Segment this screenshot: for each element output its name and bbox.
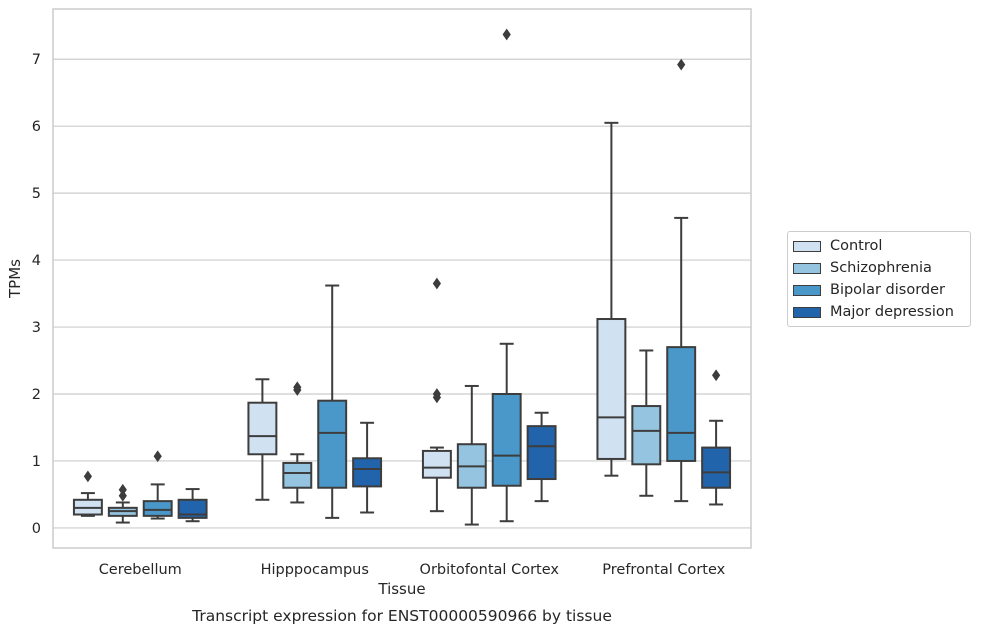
outlier-point bbox=[83, 470, 93, 483]
x-tick-label: Cerebellum bbox=[99, 562, 182, 578]
outlier-point bbox=[677, 58, 686, 71]
outlier-point bbox=[118, 483, 127, 496]
box bbox=[247, 401, 278, 456]
y-tick-label: 3 bbox=[32, 320, 41, 336]
box bbox=[631, 405, 662, 466]
legend-swatch-control bbox=[793, 240, 821, 252]
outlier-point bbox=[432, 388, 442, 400]
box bbox=[421, 449, 452, 479]
legend-swatch-schizophrenia bbox=[793, 262, 821, 274]
y-tick-label: 4 bbox=[32, 253, 41, 269]
plot-frame bbox=[52, 8, 752, 549]
box bbox=[526, 425, 557, 481]
legend-swatch-major-depression bbox=[793, 306, 821, 318]
outlier-point bbox=[118, 489, 127, 502]
outlier-point bbox=[711, 369, 721, 382]
legend-swatch-bipolar-disorder bbox=[793, 284, 821, 296]
legend-label-major-depression: Major depression bbox=[830, 304, 954, 320]
box bbox=[282, 461, 313, 489]
legend-label-bipolar-disorder: Bipolar disorder bbox=[830, 282, 945, 298]
outlier-point bbox=[153, 450, 162, 463]
legend: Control Schizophrenia Bipolar disorder M… bbox=[787, 231, 971, 327]
legend-label-schizophrenia: Schizophrenia bbox=[830, 260, 932, 276]
legend-item-major-depression: Major depression bbox=[793, 303, 954, 321]
box bbox=[352, 457, 383, 488]
box bbox=[701, 446, 732, 489]
y-tick-label: 0 bbox=[32, 521, 41, 537]
box bbox=[142, 500, 173, 517]
y-tick-label: 2 bbox=[32, 387, 41, 403]
box bbox=[666, 346, 697, 462]
outlier-point bbox=[502, 28, 511, 41]
x-tick-label: Orbitofontal Cortex bbox=[420, 562, 560, 578]
x-tick-label: Prefrontal Cortex bbox=[602, 562, 725, 578]
legend-item-control: Control bbox=[793, 237, 882, 255]
outlier-point bbox=[293, 381, 302, 394]
x-tick-label: Hipppocampus bbox=[261, 562, 369, 578]
box bbox=[317, 399, 348, 489]
figure-caption: Transcript expression for ENST0000059096… bbox=[192, 607, 612, 625]
y-tick-label: 7 bbox=[32, 52, 41, 68]
y-tick-label: 5 bbox=[32, 186, 41, 202]
y-tick-label: 6 bbox=[32, 119, 41, 135]
legend-item-bipolar-disorder: Bipolar disorder bbox=[793, 281, 945, 299]
legend-item-schizophrenia: Schizophrenia bbox=[793, 259, 932, 277]
box bbox=[596, 318, 627, 460]
box bbox=[491, 393, 522, 487]
y-axis-title: TPMs bbox=[6, 259, 24, 299]
outlier-point bbox=[432, 277, 442, 290]
x-axis-title: Tissue bbox=[378, 580, 426, 598]
box bbox=[177, 498, 208, 519]
y-tick-label: 1 bbox=[32, 454, 41, 470]
legend-label-control: Control bbox=[830, 238, 883, 254]
